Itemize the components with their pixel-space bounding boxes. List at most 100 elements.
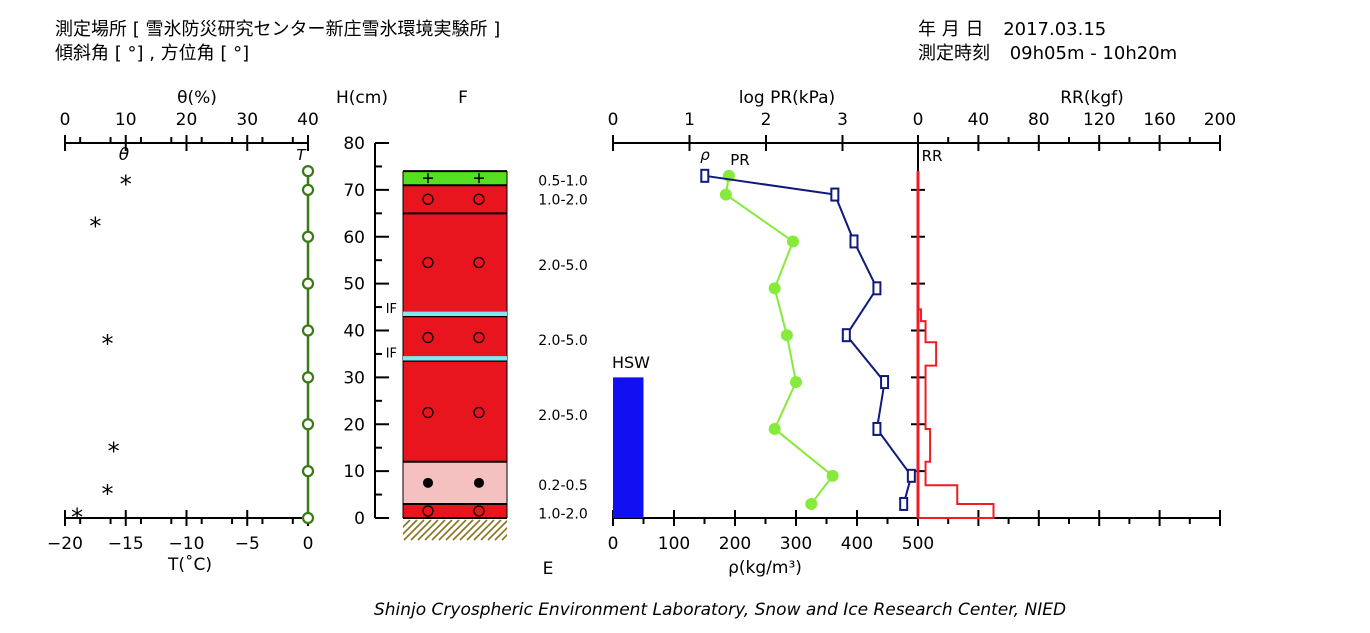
snow-layer xyxy=(403,503,507,518)
density-tick-label: 200 xyxy=(719,534,751,554)
grain-symbol-filled xyxy=(474,477,484,488)
theta-marker: θ xyxy=(119,145,130,165)
ground-hatch xyxy=(487,519,509,541)
height-tick-label: 60 xyxy=(343,228,365,248)
time-label: 測定時刻 xyxy=(918,43,990,64)
temperature-tick-label: −15 xyxy=(108,534,144,554)
snow-layer xyxy=(403,213,507,315)
temperature-tick-label: −20 xyxy=(47,534,83,554)
rr-tick-label: 200 xyxy=(1204,110,1236,130)
ice-crust-band xyxy=(403,356,507,362)
ground-hatch xyxy=(410,519,432,541)
pr-point xyxy=(906,468,916,483)
grain-size-label: 0.5-1.0 xyxy=(538,174,588,190)
temperature-point xyxy=(301,277,315,290)
density-axis-label: ρ(kg/m³) xyxy=(728,558,802,578)
temperature-tick-label: 0 xyxy=(303,534,314,554)
density-point xyxy=(768,422,781,435)
temperature-axis-label: T(˚C) xyxy=(167,554,212,575)
grain-symbol-open xyxy=(473,193,485,205)
rr-tick-label: 120 xyxy=(1083,110,1115,130)
theta-tick-label: 0 xyxy=(60,110,71,130)
rr-step-line xyxy=(917,171,995,519)
density-tick-label: 0 xyxy=(608,534,619,554)
density-tick-label: 500 xyxy=(902,534,934,554)
grain-symbol-open xyxy=(473,331,485,344)
temperature-point xyxy=(301,418,315,431)
height-tick-label: 50 xyxy=(343,275,365,295)
temperature-point xyxy=(301,371,315,384)
ground-hatch xyxy=(459,519,481,541)
snow-layer xyxy=(403,171,507,186)
pr-point xyxy=(899,496,909,511)
pr-tick-label: 2 xyxy=(761,110,772,130)
ground-hatch xyxy=(431,519,453,541)
ground-hatch xyxy=(403,519,425,541)
height-tick-label: 30 xyxy=(343,368,365,388)
grain-symbol-open xyxy=(422,406,434,419)
pr-point xyxy=(872,281,882,296)
footer-credit: Shinjo Cryospheric Environment Laborator… xyxy=(373,600,1067,620)
ground-mask-left xyxy=(378,519,403,541)
height-tick-label: 0 xyxy=(354,509,365,529)
theta-tick-label: 10 xyxy=(115,110,137,130)
grain-size-label: 0.2-0.5 xyxy=(538,478,588,494)
snow-layer xyxy=(403,461,507,504)
temperature-point xyxy=(301,230,315,243)
pr-tick-label: 0 xyxy=(608,110,619,130)
grain-size-label: 2.0-5.0 xyxy=(538,333,588,349)
ground-hatch xyxy=(424,519,446,541)
temperature-tick-label: −5 xyxy=(235,534,260,554)
pr-tick-label: 1 xyxy=(684,110,695,130)
ground-hatch xyxy=(452,519,474,541)
density-point xyxy=(790,376,802,389)
grain-symbol-open xyxy=(422,505,434,517)
hsw-bar xyxy=(613,377,644,518)
grain-symbol-open xyxy=(473,505,485,517)
grain-symbol-filled xyxy=(423,477,433,488)
rr-marker: RR xyxy=(922,147,943,165)
snow-layer xyxy=(403,358,507,462)
rr-tick-label: 40 xyxy=(968,110,990,130)
ground-hatch xyxy=(438,519,460,541)
ground-hatch xyxy=(466,519,488,541)
water-content-point: * xyxy=(71,503,83,531)
grain-symbol-open xyxy=(473,256,485,269)
grain-symbol-open xyxy=(473,406,485,419)
temperature-point xyxy=(301,183,315,196)
theta-tick-label: 20 xyxy=(176,110,198,130)
rr-tick-label: 0 xyxy=(913,110,924,130)
hsw-label: HSW xyxy=(612,353,650,372)
water-content-point: * xyxy=(120,171,132,199)
pr-point xyxy=(872,421,882,436)
height-tick-label: 20 xyxy=(343,415,365,435)
height-tick-label: 40 xyxy=(343,322,365,342)
ice-crust-band xyxy=(403,311,507,317)
density-line xyxy=(724,175,834,505)
theta-tick-label: 30 xyxy=(236,110,258,130)
ground-hatch xyxy=(480,519,502,541)
location-label: 測定場所 xyxy=(55,19,127,40)
pr-axis-label: log PR(kPa) xyxy=(739,88,835,108)
density-point xyxy=(826,469,839,482)
grain-symbol-open xyxy=(422,193,434,205)
grain-symbol-open xyxy=(422,256,434,269)
ground-hatch xyxy=(473,519,495,541)
water-content-point: * xyxy=(89,213,101,241)
pr-point xyxy=(880,375,890,390)
grain-size-label: 1.0-2.0 xyxy=(538,192,588,208)
slope-azimuth-line: 傾斜角 [ °] , 方位角 [ °] xyxy=(55,43,250,64)
ground-mask-right xyxy=(507,519,532,541)
temperature-point xyxy=(301,465,315,478)
grain-size-label: 1.0-2.0 xyxy=(538,506,588,522)
rr-tick-label: 160 xyxy=(1143,110,1175,130)
water-content-point: * xyxy=(108,438,120,466)
density-tick-label: 400 xyxy=(841,534,873,554)
snow-layer xyxy=(403,314,507,359)
grain-size-header: E xyxy=(543,559,554,579)
location-value: [ 雪氷防災研究センター新庄雪氷環境実験所 ] xyxy=(132,19,501,40)
temperature-marker: T xyxy=(296,146,307,164)
date-label: 年 月 日 xyxy=(918,19,984,40)
theta-tick-label: 40 xyxy=(297,110,319,130)
